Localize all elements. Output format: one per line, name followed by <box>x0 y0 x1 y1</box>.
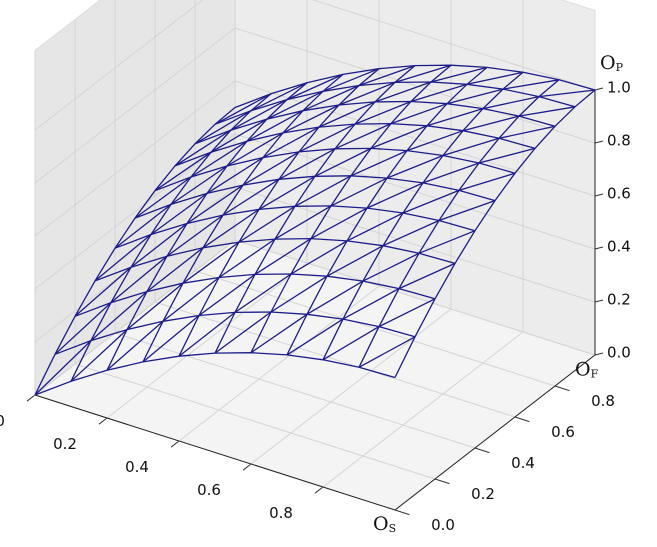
mesh-diagonal <box>94 66 488 282</box>
z-tick-label: 0.6 <box>607 185 631 203</box>
tick-mark <box>594 352 604 356</box>
tick-mark <box>170 440 180 448</box>
z-tick-label: 0.4 <box>607 238 631 256</box>
mesh-diagonal <box>358 336 416 368</box>
tick-mark <box>394 509 410 516</box>
tick-mark <box>434 478 450 485</box>
axis-label: OF <box>575 358 599 380</box>
axis-label: OS <box>373 513 396 535</box>
mesh-diagonal <box>106 125 556 371</box>
grid-line <box>34 27 596 184</box>
x-tick-label: 0.0 <box>0 412 5 430</box>
mesh-diagonal <box>154 68 380 192</box>
tick-mark <box>314 486 324 494</box>
tick-mark <box>594 246 604 250</box>
x-tick-label: 0.8 <box>269 504 293 522</box>
axis-line <box>34 394 396 511</box>
mesh-diagonal <box>214 199 496 354</box>
y-tick-label: 0.2 <box>471 485 495 503</box>
tick-mark <box>242 463 252 471</box>
axis-line <box>394 354 596 511</box>
y-tick-label: 0.6 <box>551 423 575 441</box>
mesh-diagonal <box>194 82 308 145</box>
mesh-diagonal <box>250 230 476 354</box>
grid-line <box>34 80 596 237</box>
tick-mark <box>474 447 490 454</box>
tick-mark <box>98 417 108 425</box>
grid-line <box>34 0 596 131</box>
mesh-diagonal <box>178 172 516 357</box>
tick-mark <box>554 385 570 392</box>
mesh-diagonal <box>34 89 596 396</box>
mesh-diagonal <box>322 298 436 361</box>
mesh-diagonal <box>214 93 272 125</box>
y-tick-label: 0.4 <box>511 454 535 472</box>
z-tick-label: 1.0 <box>607 79 631 97</box>
y-tick-label: 0.8 <box>591 392 615 410</box>
mesh-diagonal <box>286 262 456 356</box>
x-tick-label: 0.2 <box>53 435 77 453</box>
tick-mark <box>514 416 530 423</box>
mesh-diagonal <box>114 64 452 249</box>
grid-line <box>34 239 596 396</box>
mesh-diagonal <box>70 106 576 382</box>
mesh-diagonal <box>54 79 560 355</box>
tick-mark <box>594 299 604 303</box>
tick-mark <box>26 394 36 402</box>
tick-mark <box>594 193 604 197</box>
mesh-diagonal <box>74 71 524 317</box>
tick-mark <box>594 87 604 91</box>
axis-label: OP <box>600 52 624 74</box>
x-tick-label: 0.4 <box>125 458 149 476</box>
mesh-diagonal <box>134 64 416 219</box>
x-tick-label: 0.6 <box>197 481 221 499</box>
grid-line <box>34 133 596 290</box>
tick-mark <box>594 140 604 144</box>
mesh-diagonal <box>174 73 344 167</box>
z-tick-label: 0.0 <box>607 344 631 362</box>
mesh-diagonal <box>142 147 536 363</box>
y-tick-label: 0.0 <box>431 516 455 534</box>
z-tick-label: 0.2 <box>607 291 631 309</box>
z-tick-label: 0.8 <box>607 132 631 150</box>
